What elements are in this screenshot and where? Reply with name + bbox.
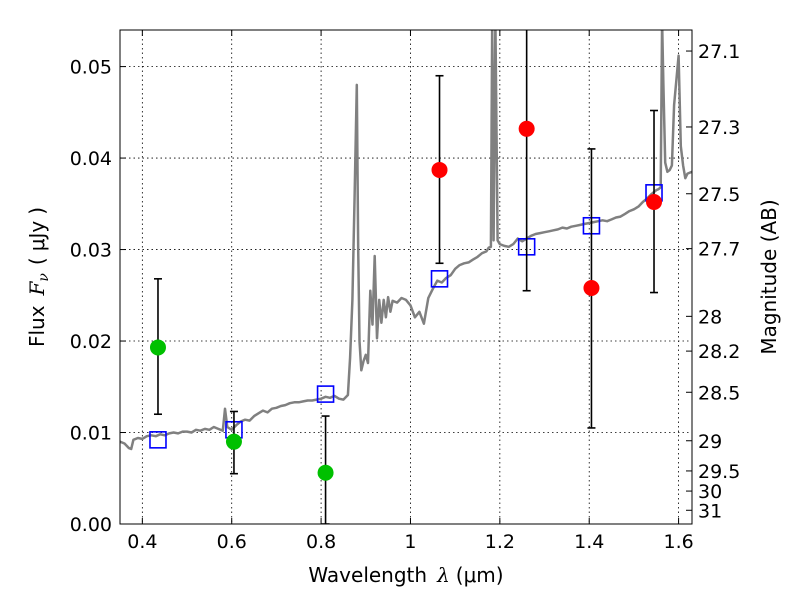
model-square-marker [430,270,449,288]
x-tick-label: 1.2 [485,531,515,553]
right-tick-label: 28.5 [698,382,740,404]
model-square-marker [316,385,335,403]
y-axis-unit: μJy [25,221,49,252]
y-axis-label: Flux Fν ( μJy) [25,207,52,347]
observed-point [149,339,166,356]
y-axis-label-text: Flux [25,305,49,347]
right-tick-label: 27.7 [698,239,740,261]
x-tick-label: 1 [404,531,416,553]
right-tick-label: 30 [698,481,722,503]
right-tick-label: 28.2 [698,341,740,363]
model-square-marker [149,431,167,449]
observed-point [583,279,600,296]
plot-frame [119,29,693,525]
x-tick-label: 0.8 [306,531,336,553]
observed-point [646,193,663,210]
x-axis-unit: (μm) [456,563,504,587]
x-tick-label: 0.4 [127,531,157,553]
y-axis-symbol: F [25,280,49,296]
y-axis-open-paren: ( [25,257,49,265]
grid [120,30,692,525]
right-tick-label: 29.5 [698,461,740,483]
y-axis-subscript: ν [36,273,52,282]
observed-point [317,464,334,481]
x-axis-symbol: λ [436,563,450,587]
spectrum-line [120,30,692,451]
observed-point [225,433,242,450]
right-tick-label: 29 [698,431,722,453]
x-axis-label: Wavelength λ (μm) [308,563,503,587]
x-tick-label: 0.6 [217,531,247,553]
x-tick-label: 1.6 [663,531,693,553]
right-tick-label: 28 [698,306,722,328]
right-tick-label: 31 [698,500,722,522]
y-axis-close-paren: ) [25,207,49,215]
right-tick-label: 27.1 [698,41,740,63]
x-axis-label-text: Wavelength [308,563,427,587]
y-tick-label: 0.00 [70,514,112,536]
plot-area [120,30,692,524]
y-tick-label: 0.02 [70,331,112,353]
right-axis-label: Magnitude (AB) [757,199,781,354]
observed-point [518,120,535,137]
axis-ticks: 0.4 0.6 0.8 1 1.2 1.4 1.6 0.00 0.01 0.02 0.03 0.04 0… [70,30,740,553]
y-tick-label: 0.01 [70,423,112,445]
observed-point [431,161,448,178]
right-tick-label: 27.5 [698,184,740,206]
y-tick-label: 0.05 [70,57,112,79]
y-tick-label: 0.03 [70,240,112,262]
right-tick-label: 27.3 [698,117,740,139]
y-tick-label: 0.04 [70,148,112,170]
x-tick-label: 1.4 [574,531,604,553]
